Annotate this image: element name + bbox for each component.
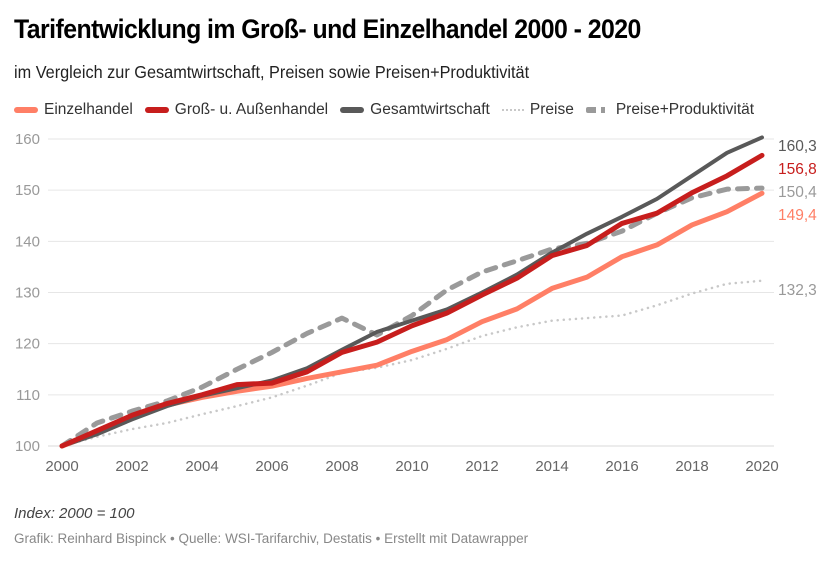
series-line-preise[interactable]: [60, 279, 764, 448]
end-labels: 132,3 150,4 149,4 160,3 156,8: [778, 138, 817, 299]
y-tick-label: 100: [15, 438, 40, 455]
legend-item-grosshandel[interactable]: Groß- u. Außenhandel: [144, 101, 329, 119]
y-tick-label: 140: [15, 233, 40, 250]
legend-swatch: [14, 107, 38, 113]
y-tick-label: 150: [15, 182, 40, 199]
series-lines: [59, 135, 765, 449]
y-tick-label: 160: [15, 131, 40, 148]
x-tick-label: 2010: [395, 458, 428, 475]
legend-item-preise[interactable]: Preise: [501, 101, 574, 119]
legend-swatch: [144, 107, 169, 113]
legend-swatch: [585, 107, 610, 113]
end-label: 149,4: [778, 207, 817, 224]
x-tick-label: 2018: [675, 458, 708, 475]
end-label: 160,3: [778, 138, 817, 155]
y-tick-label: 120: [15, 336, 40, 353]
series-line-preise-produktivit-t[interactable]: [59, 185, 765, 449]
x-tick-label: 2000: [45, 458, 78, 475]
end-label: 132,3: [778, 282, 817, 299]
x-tick-label: 2012: [465, 458, 498, 475]
chart-subtitle: im Vergleich zur Gesamtwirtschaft, Preis…: [14, 62, 530, 82]
legend-label: Preise: [529, 101, 574, 118]
y-tick-label: 110: [16, 387, 40, 404]
legend: Einzelhandel Groß- u. Außenhandel Gesamt…: [14, 101, 766, 119]
x-tick-label: 2004: [185, 458, 218, 475]
gridlines: [48, 138, 774, 447]
legend-item-preise-produktivitaet[interactable]: Preise+Produktivität: [585, 101, 755, 119]
legend-swatch: [501, 109, 524, 111]
series-line-gro-u-au-enhandel[interactable]: [59, 152, 765, 449]
legend-label: Einzelhandel: [44, 101, 133, 118]
x-tick-label: 2002: [115, 458, 148, 475]
index-note: Index: 2000 = 100: [14, 505, 135, 522]
x-tick-label: 2008: [325, 458, 358, 475]
legend-label: Gesamtwirtschaft: [370, 101, 490, 118]
y-tick-label: 130: [15, 285, 40, 302]
y-axis: 100 110 120 130 140 150 160: [15, 131, 40, 455]
chart-title: Tarifentwicklung im Groß- und Einzelhand…: [14, 14, 641, 44]
legend-item-gesamtwirtschaft[interactable]: Gesamtwirtschaft: [340, 101, 490, 119]
x-tick-label: 2014: [535, 458, 568, 475]
legend-swatch: [340, 107, 365, 113]
source-credit: Grafik: Reinhard Bispinck • Quelle: WSI-…: [14, 531, 529, 546]
legend-item-einzelhandel[interactable]: Einzelhandel: [14, 101, 133, 119]
x-axis: 2000 2002 2004 2006 2008 2010 2012 2014 2016 2018…: [45, 458, 778, 475]
end-label: 150,4: [778, 184, 817, 201]
end-label: 156,8: [778, 161, 817, 178]
legend-label: Groß- u. Außenhandel: [174, 101, 329, 118]
x-tick-label: 2020: [745, 458, 778, 475]
x-tick-label: 2016: [605, 458, 638, 475]
x-tick-label: 2006: [255, 458, 288, 475]
legend-label: Preise+Produktivität: [615, 101, 755, 118]
